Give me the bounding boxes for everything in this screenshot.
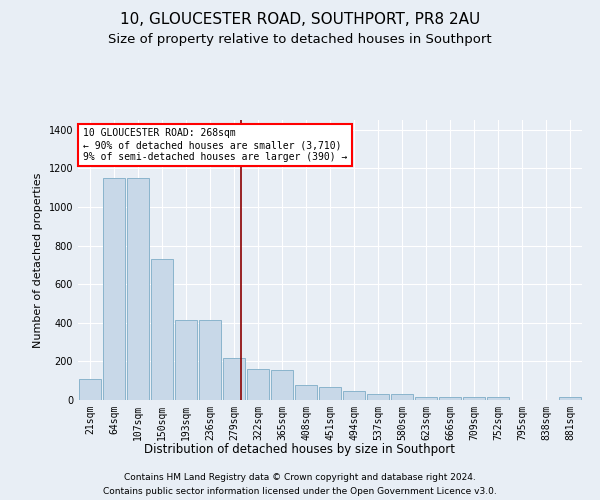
Bar <box>79 379 101 400</box>
Bar <box>559 397 581 400</box>
Bar <box>367 394 389 400</box>
Text: Contains public sector information licensed under the Open Government Licence v3: Contains public sector information licen… <box>103 488 497 496</box>
Text: 10 GLOUCESTER ROAD: 268sqm
← 90% of detached houses are smaller (3,710)
9% of se: 10 GLOUCESTER ROAD: 268sqm ← 90% of deta… <box>83 128 347 162</box>
Bar <box>319 387 341 400</box>
Y-axis label: Number of detached properties: Number of detached properties <box>33 172 43 348</box>
Bar <box>343 392 365 400</box>
Bar <box>127 178 149 400</box>
Text: Contains HM Land Registry data © Crown copyright and database right 2024.: Contains HM Land Registry data © Crown c… <box>124 472 476 482</box>
Text: Distribution of detached houses by size in Southport: Distribution of detached houses by size … <box>145 442 455 456</box>
Text: 10, GLOUCESTER ROAD, SOUTHPORT, PR8 2AU: 10, GLOUCESTER ROAD, SOUTHPORT, PR8 2AU <box>120 12 480 28</box>
Bar <box>271 370 293 400</box>
Bar <box>295 384 317 400</box>
Bar <box>247 369 269 400</box>
Bar <box>103 178 125 400</box>
Bar <box>151 259 173 400</box>
Bar <box>415 396 437 400</box>
Bar <box>391 394 413 400</box>
Bar <box>175 320 197 400</box>
Bar <box>439 396 461 400</box>
Text: Size of property relative to detached houses in Southport: Size of property relative to detached ho… <box>108 32 492 46</box>
Bar <box>223 358 245 400</box>
Bar <box>463 397 485 400</box>
Bar <box>199 320 221 400</box>
Bar <box>487 397 509 400</box>
